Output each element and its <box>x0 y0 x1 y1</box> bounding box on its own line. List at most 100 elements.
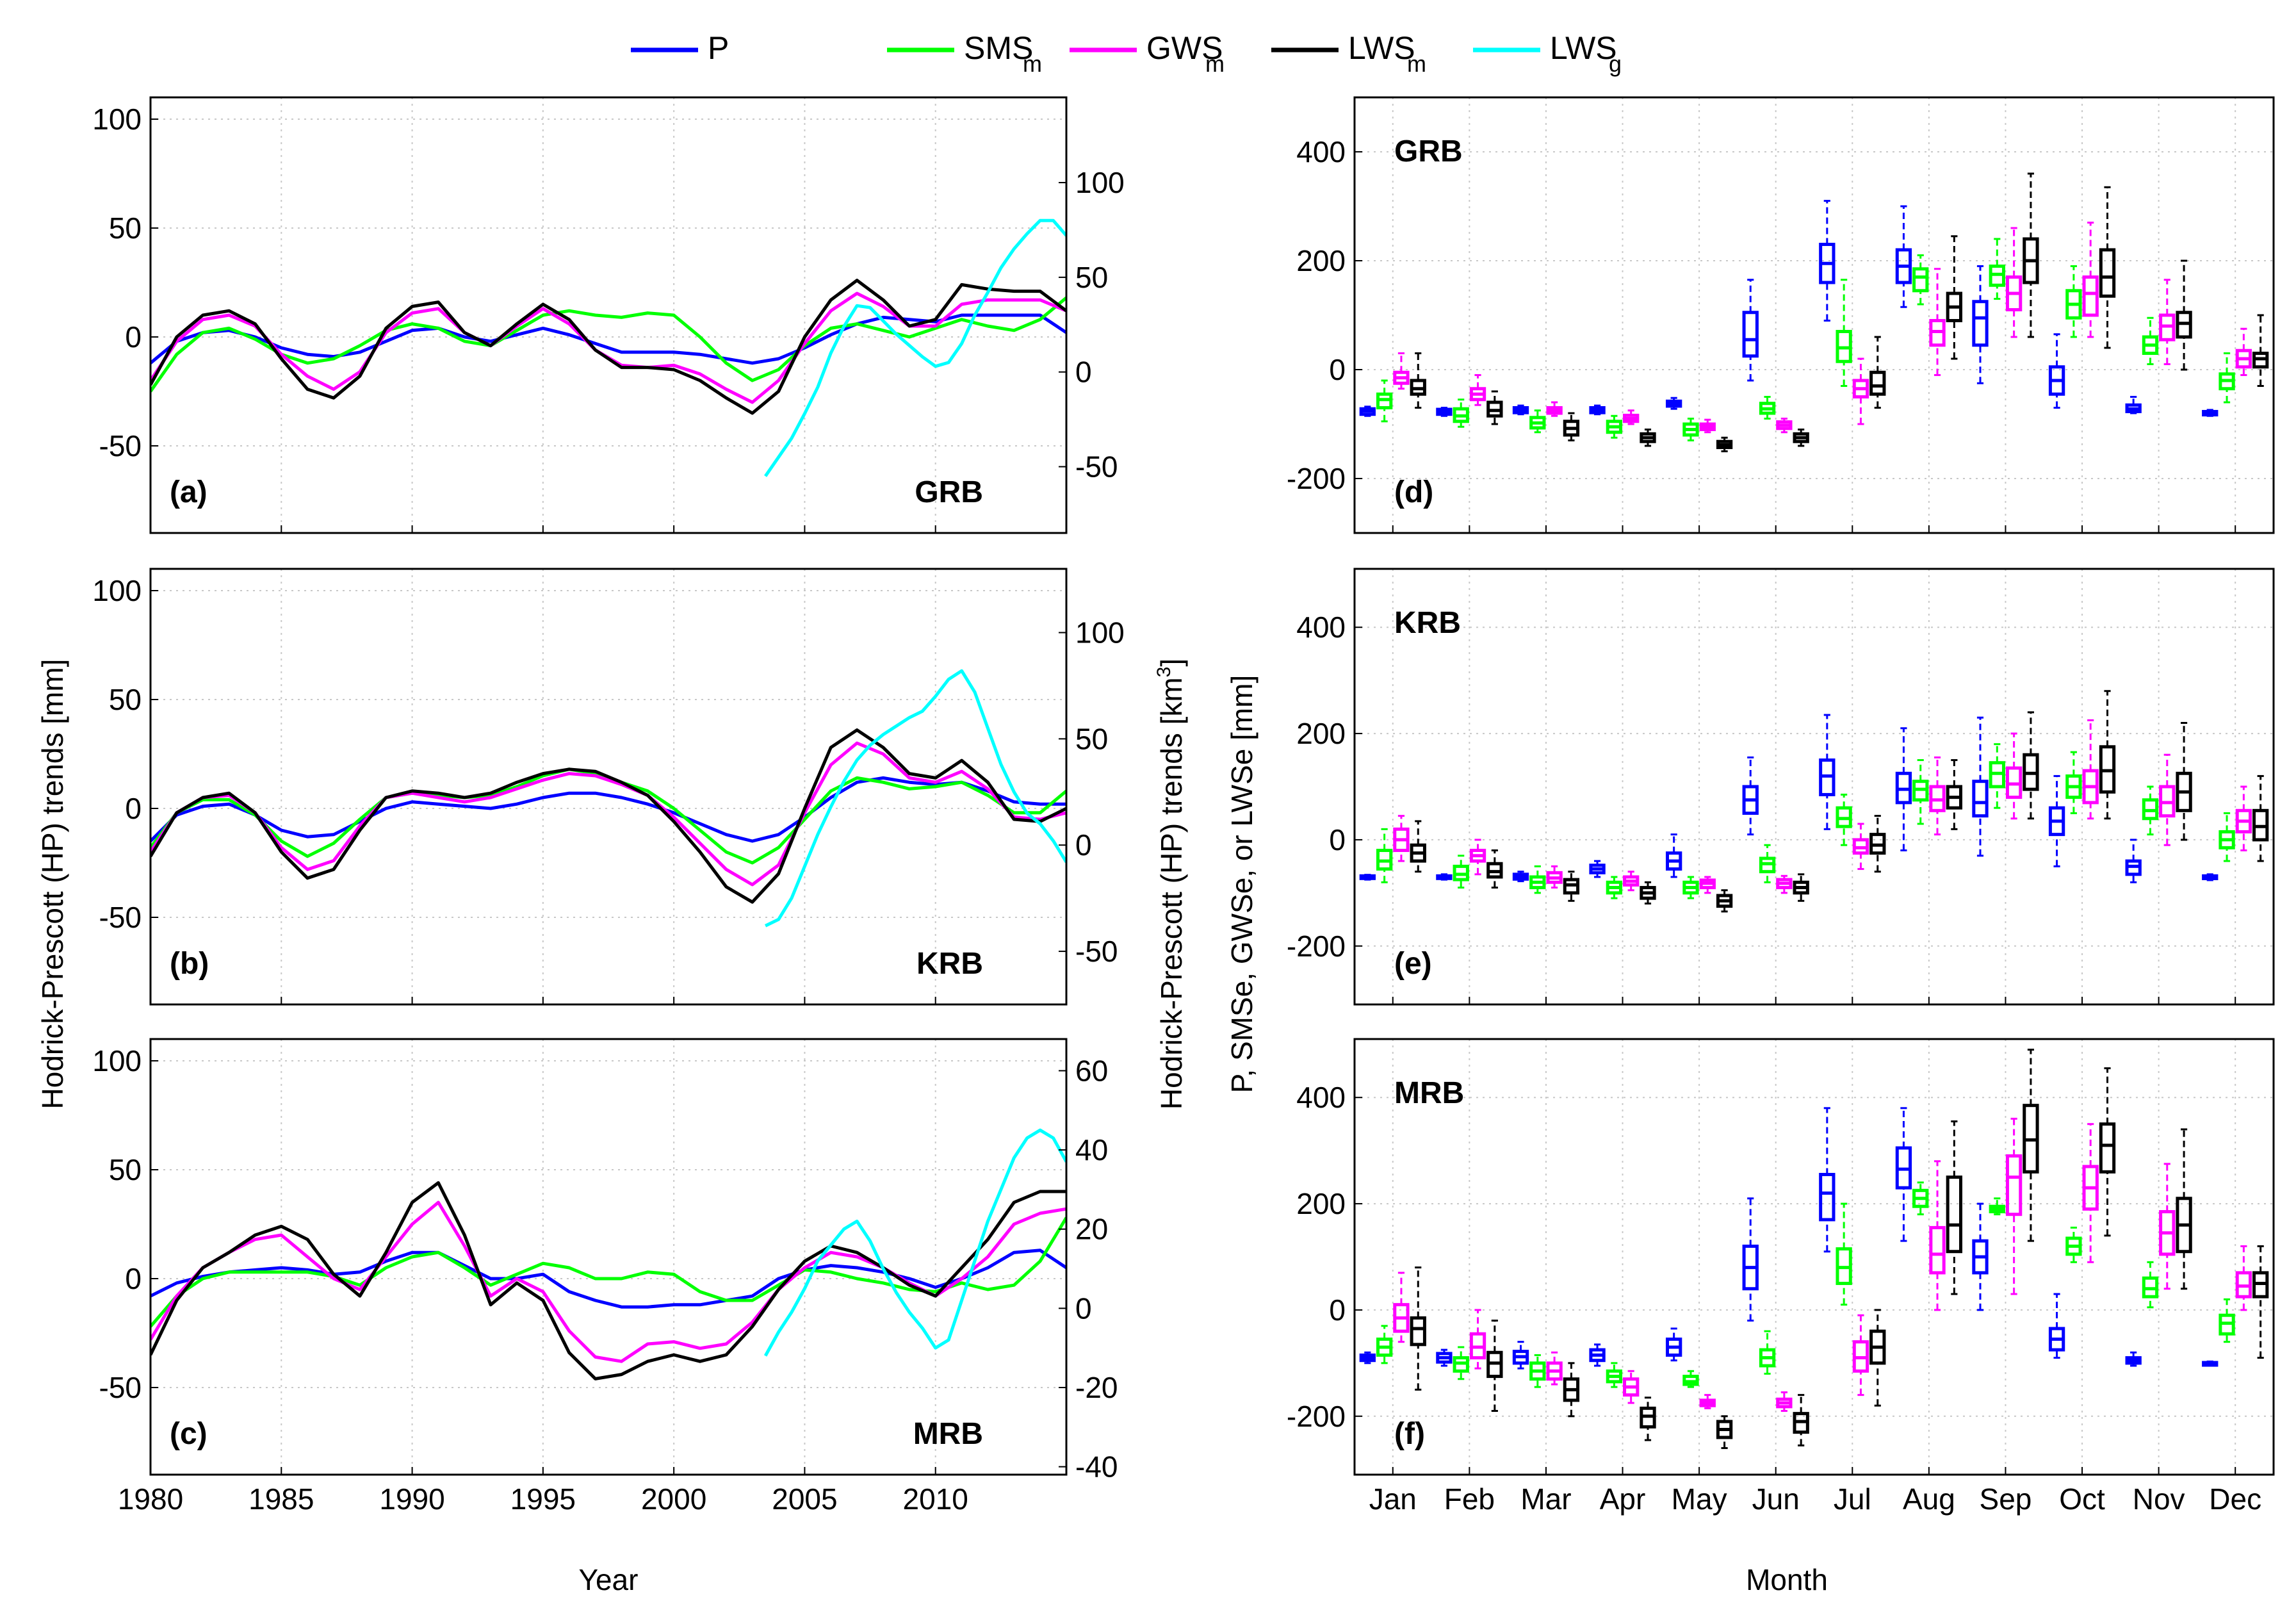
box-sms-nov <box>2142 1261 2159 1309</box>
plot-frame <box>149 1038 1068 1476</box>
iqr-box <box>1869 370 1886 396</box>
x-tick-label: 2000 <box>641 1482 706 1516</box>
panel-c: -50 0 50 100 -40 -20 0 20 40 60 1980 1985 1990 1995 20… <box>92 1038 1118 1516</box>
basin-label: KRB <box>916 947 983 981</box>
panel-label: (c) <box>170 1417 208 1451</box>
series-line-p-m-0 <box>151 776 1066 843</box>
y-tick-label: 400 <box>1296 135 1346 168</box>
legend-sub-1: m <box>1023 51 1042 77</box>
y2-tick-label: 40 <box>1075 1133 1108 1167</box>
x-tick-label-mar: Mar <box>1520 1482 1571 1516</box>
box-sms-jul <box>1836 279 1852 387</box>
box-lws-jul <box>1869 1309 1886 1407</box>
series-line-sms-m-1 <box>151 1216 1066 1328</box>
box-gws-apr <box>1623 409 1640 425</box>
box-p-aug <box>1895 1107 1912 1242</box>
x-tick-label: 2005 <box>772 1482 837 1516</box>
box-gws-oct <box>2082 1123 2099 1263</box>
plot-frame <box>1353 1038 2275 1476</box>
iqr-box <box>1410 1316 1426 1347</box>
series-line-lws-g-4 <box>764 218 1066 477</box>
series-line-lws-g-4 <box>765 669 1066 928</box>
series-line-lws-m-3 <box>151 728 1066 904</box>
box-gws-nov <box>2159 753 2176 846</box>
y-tick-label: -50 <box>99 901 142 934</box>
iqr-box <box>1742 311 1759 358</box>
panel-d: -200 0 200 400 GRB (d) <box>1287 96 2275 534</box>
box-sms-jan <box>1376 828 1393 883</box>
box-gws-may <box>1699 1394 1716 1409</box>
box-lws-apr <box>1640 1396 1656 1441</box>
plot-frame <box>1353 96 2275 534</box>
y-tick-label: 0 <box>1329 1293 1346 1327</box>
y2-tick-label: -40 <box>1075 1450 1118 1484</box>
box-p-jun <box>1742 756 1759 836</box>
x-tick-label-dec: Dec <box>2209 1482 2261 1516</box>
box-lws-apr <box>1640 881 1656 905</box>
y2-tick-label: 100 <box>1075 166 1125 199</box>
box-gws-nov <box>2159 279 2176 365</box>
legend-sub-4: g <box>1609 51 1622 77</box>
box-p-jan <box>1359 874 1376 881</box>
x-tick-label-aug: Aug <box>1903 1482 1955 1516</box>
panel-f: -200 0 200 400 Jan Feb Mar Apr May Jun Jul Aug Sep Oc… <box>1287 1038 2275 1516</box>
box-lws-nov <box>2176 259 2192 371</box>
box-sms-jan <box>1376 1325 1393 1364</box>
legend-label-3: LWS <box>1348 30 1415 66</box>
box-gws-feb <box>1469 374 1486 406</box>
legend-item-0: P <box>631 30 729 66</box>
box-p-aug <box>1895 727 1912 852</box>
box-p-may <box>1665 397 1682 410</box>
box-lws-apr <box>1640 429 1656 447</box>
box-sms-nov <box>2142 785 2159 836</box>
box-sms-apr <box>1606 876 1623 899</box>
y-tick-label: -200 <box>1287 930 1346 963</box>
x-tick-label: 1990 <box>379 1482 444 1516</box>
basin-label: MRB <box>913 1417 983 1451</box>
box-sms-aug <box>1912 254 1929 306</box>
panel-a: -50 0 50 100 -50 0 50 100 (a) GRB <box>92 96 1125 534</box>
series-line-gws-m-2 <box>151 741 1066 887</box>
box-lws-aug <box>1946 235 1963 360</box>
box-sms-jun <box>1759 396 1776 420</box>
box-lws-feb <box>1486 1320 1503 1412</box>
box-lws-mar <box>1563 412 1580 441</box>
plot-frame <box>149 96 1068 534</box>
x-tick-label-oct: Oct <box>2059 1482 2105 1516</box>
box-gws-nov <box>2159 1163 2176 1290</box>
series-line-p-m-0 <box>151 1249 1066 1309</box>
y-tick-label: -200 <box>1287 462 1346 495</box>
box-p-nov <box>2125 396 2142 414</box>
box-p-apr <box>1589 1343 1606 1367</box>
left-y2-axis-label: Hodrick-Prescott (HP) trends [km3] <box>1153 659 1188 1110</box>
box-p-feb <box>1436 407 1453 417</box>
box-gws-jan <box>1393 815 1410 862</box>
box-p-jan <box>1359 1351 1376 1364</box>
box-gws-jun <box>1776 418 1793 434</box>
legend-label-1: SMS <box>964 30 1033 66</box>
box-p-jul <box>1819 1107 1836 1253</box>
iqr-box <box>2099 1122 2116 1174</box>
box-lws-jan <box>1410 820 1426 873</box>
y-tick-label: -50 <box>99 1371 142 1404</box>
box-p-sep <box>1972 716 1989 857</box>
box-sms-oct <box>2065 265 2082 338</box>
y2-tick-label: 50 <box>1075 261 1108 294</box>
box-sms-may <box>1682 1370 1699 1388</box>
series-line-lws-m-3 <box>151 279 1066 415</box>
box-gws-sep <box>2005 227 2023 338</box>
y2-tick-label: -50 <box>1075 450 1118 484</box>
x-tick-label: 1985 <box>248 1482 314 1516</box>
box-sms-jun <box>1759 1330 1776 1375</box>
box-gws-oct <box>2082 222 2099 338</box>
box-p-jul <box>1819 714 1836 830</box>
box-sms-oct <box>2065 751 2082 814</box>
y2-tick-label: 50 <box>1075 722 1108 755</box>
iqr-box <box>2099 248 2116 298</box>
box-p-dec <box>2202 1360 2219 1367</box>
box-p-sep <box>1972 265 1989 384</box>
box-gws-mar <box>1546 401 1563 417</box>
box-p-feb <box>1436 1348 1453 1367</box>
x-tick-label-may: May <box>1672 1482 1727 1516</box>
